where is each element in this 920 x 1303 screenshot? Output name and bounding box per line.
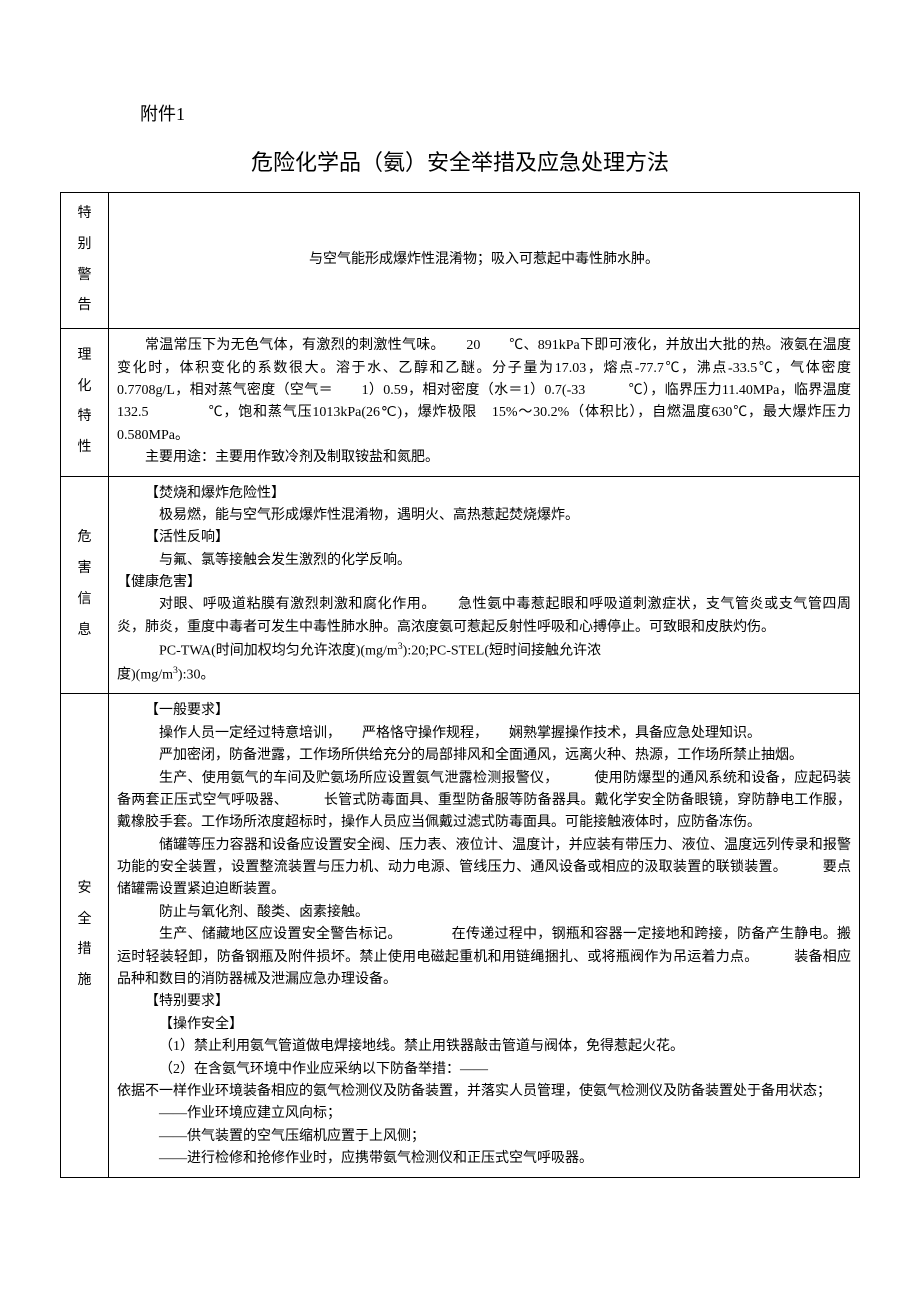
physical-p2: 主要用途：主要用作致冷剂及制取铵盐和氮肥。 bbox=[117, 447, 851, 469]
measures-p1: 操作人员一定经过特意培训， 严格恪守操作规程， 娴熟掌握操作技术，具备应急处理知… bbox=[117, 723, 851, 745]
content-physical: 常温常压下为无色气体，有激烈的刺激性气味。 20 ℃、891kPa下即可液化，并… bbox=[109, 329, 860, 476]
content-measures: 【一般要求】 操作人员一定经过特意培训， 严格恪守操作规程， 娴熟掌握操作技术，… bbox=[109, 694, 860, 1177]
row-physical: 理化特性 常温常压下为无色气体，有激烈的刺激性气味。 20 ℃、891kPa下即… bbox=[61, 329, 860, 476]
measures-h2: 【特别要求】 bbox=[117, 991, 851, 1013]
measures-h3: 【操作安全】 bbox=[117, 1014, 851, 1036]
measures-p5: 防止与氧化剂、酸类、卤素接触。 bbox=[117, 902, 851, 924]
measures-p2: 严加密闭，防备泄露，工作场所供给充分的局部排风和全面通风，远离火种、热源，工作场… bbox=[117, 745, 851, 767]
label-warning: 特别警告 bbox=[61, 192, 109, 328]
hazard-h2: 【活性反响】 bbox=[117, 527, 851, 549]
hazard-p4: PC-TWA(时间加权均匀允许浓度)(mg/m3):20;PC-STEL(短时间… bbox=[117, 639, 851, 663]
measures-p6: 生产、储藏地区应设置安全警告标记。 在传递过程中，钢瓶和容器一定接地和跨接，防备… bbox=[117, 924, 851, 991]
measures-p8: （2）在含氨气环境中作业应采纳以下防备举措：—— bbox=[117, 1059, 851, 1081]
row-hazard: 危害信息 【焚烧和爆炸危险性】 极易燃，能与空气形成爆炸性混淆物，遇明火、高热惹… bbox=[61, 476, 860, 694]
page-title: 危险化学品（氨）安全举措及应急处理方法 bbox=[60, 145, 860, 180]
label-physical: 理化特性 bbox=[61, 329, 109, 476]
measures-p3: 生产、使用氨气的车间及贮氨场所应设置氨气泄露检测报警仪， 使用防爆型的通风系统和… bbox=[117, 768, 851, 835]
measures-d1: ——作业环境应建立风向标； bbox=[117, 1103, 851, 1125]
hazard-p4b: 度)(mg/m3):30。 bbox=[117, 663, 851, 687]
hazard-p3: 对眼、呼吸道粘膜有激烈刺激和腐化作用。 急性氨中毒惹起眼和呼吸道刺激症状，支气管… bbox=[117, 594, 851, 639]
hazard-p2: 与氟、氯等接触会发生激烈的化学反响。 bbox=[117, 550, 851, 572]
content-warning: 与空气能形成爆炸性混淆物；吸入可惹起中毒性肺水肿。 bbox=[109, 192, 860, 328]
hazard-h3: 【健康危害】 bbox=[117, 572, 851, 594]
safety-table: 特别警告 与空气能形成爆炸性混淆物；吸入可惹起中毒性肺水肿。 理化特性 常温常压… bbox=[60, 192, 860, 1178]
attachment-label: 附件1 bbox=[60, 100, 860, 129]
label-hazard: 危害信息 bbox=[61, 476, 109, 694]
measures-d2: ——供气装置的空气压缩机应置于上风侧； bbox=[117, 1126, 851, 1148]
label-measures: 安全措施 bbox=[61, 694, 109, 1177]
hazard-h1: 【焚烧和爆炸危险性】 bbox=[117, 483, 851, 505]
physical-p1: 常温常压下为无色气体，有激烈的刺激性气味。 20 ℃、891kPa下即可液化，并… bbox=[117, 335, 851, 447]
measures-d3: ——进行检修和抢修作业时，应携带氨气检测仪和正压式空气呼吸器。 bbox=[117, 1148, 851, 1170]
measures-p7: （1）禁止利用氨气管道做电焊接地线。禁止用铁器敲击管道与阀体，免得惹起火花。 bbox=[117, 1036, 851, 1058]
measures-h1: 【一般要求】 bbox=[117, 700, 851, 722]
measures-p9: 依据不一样作业环境装备相应的氨气检测仪及防备装置，并落实人员管理，使氨气检测仪及… bbox=[117, 1081, 851, 1103]
hazard-p1: 极易燃，能与空气形成爆炸性混淆物，遇明火、高热惹起焚烧爆炸。 bbox=[117, 505, 851, 527]
measures-p4: 储罐等压力容器和设备应设置安全阀、压力表、液位计、温度计，并应装有带压力、液位、… bbox=[117, 835, 851, 902]
row-measures: 安全措施 【一般要求】 操作人员一定经过特意培训， 严格恪守操作规程， 娴熟掌握… bbox=[61, 694, 860, 1177]
row-warning: 特别警告 与空气能形成爆炸性混淆物；吸入可惹起中毒性肺水肿。 bbox=[61, 192, 860, 328]
content-hazard: 【焚烧和爆炸危险性】 极易燃，能与空气形成爆炸性混淆物，遇明火、高热惹起焚烧爆炸… bbox=[109, 476, 860, 694]
